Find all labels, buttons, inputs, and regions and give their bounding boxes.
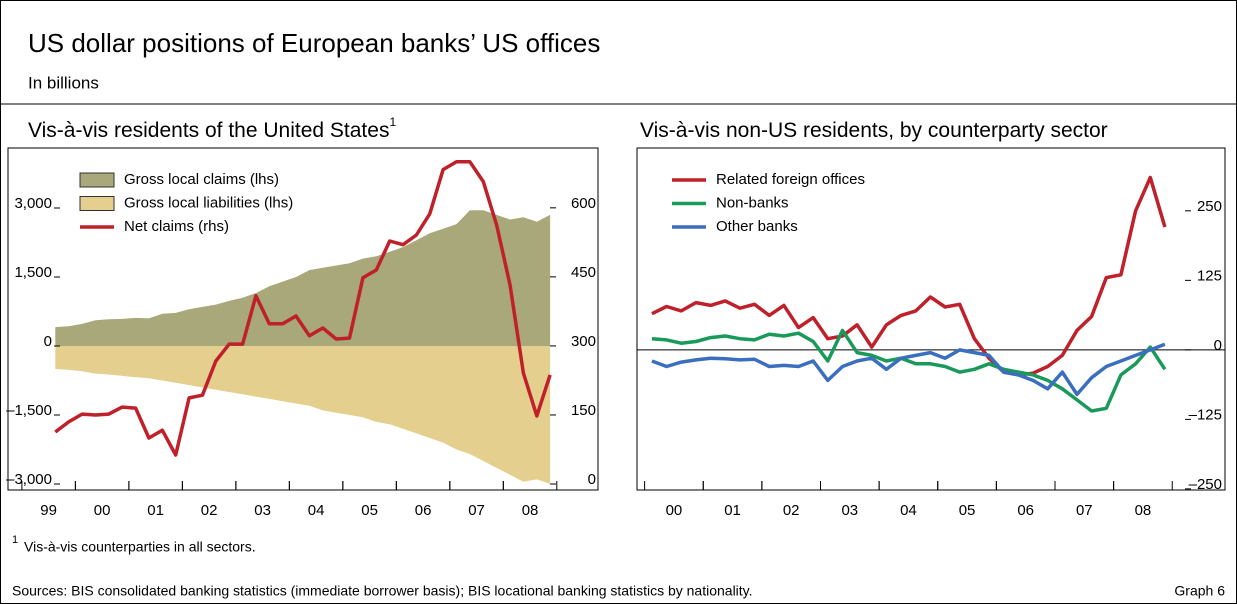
series-line xyxy=(651,175,1167,377)
legend-label: Related foreign offices xyxy=(716,171,865,188)
y-tick-label: 250 xyxy=(1197,198,1222,215)
x-tick-label: 00 xyxy=(666,502,683,519)
x-tick-label: 08 xyxy=(1135,502,1152,519)
y-tick-label: –1,500 xyxy=(6,402,52,419)
plot-frame xyxy=(7,147,599,491)
series-layer xyxy=(637,175,1225,413)
series-line xyxy=(54,160,552,457)
y-tick-label: 0 xyxy=(1214,337,1222,354)
series-area xyxy=(55,210,551,346)
y2-tick-label: 600 xyxy=(571,195,596,212)
x-tick-label: 00 xyxy=(94,502,111,519)
y-tick-label: 0 xyxy=(44,333,52,350)
x-tick-label: 99 xyxy=(40,502,57,519)
x-tick-label: 04 xyxy=(900,502,917,519)
x-tick-label: 07 xyxy=(468,502,485,519)
y-tick-label: –125 xyxy=(1189,406,1222,423)
panel-title: Vis-à-vis non-US residents, by counterpa… xyxy=(640,119,1108,142)
x-tick-label: 02 xyxy=(783,502,800,519)
y-tick-label: –3,000 xyxy=(6,471,52,488)
series-line xyxy=(651,342,1166,397)
series-layer xyxy=(54,160,552,484)
x-tick-label: 01 xyxy=(147,502,164,519)
sources: Sources: BIS consolidated banking statis… xyxy=(12,583,753,599)
legend-label: Non-banks xyxy=(716,194,789,211)
y-tick-label: –250 xyxy=(1189,476,1222,493)
x-tick-label: 05 xyxy=(959,502,976,519)
y-tick-label: 3,000 xyxy=(14,195,52,212)
series-area xyxy=(55,346,551,484)
plot-frame xyxy=(636,147,1226,491)
y2-tick-label: 150 xyxy=(571,402,596,419)
x-tick-label: 02 xyxy=(201,502,218,519)
panel-title: Vis-à-vis residents of the United States… xyxy=(28,115,396,141)
footnote-mark: 1 xyxy=(12,534,18,546)
legend-swatch xyxy=(79,172,115,188)
legend-label: Gross local liabilities (lhs) xyxy=(124,194,293,211)
x-tick-label: 04 xyxy=(308,502,325,519)
page-title: US dollar positions of European banks’ U… xyxy=(28,28,600,58)
x-tick-label: 03 xyxy=(254,502,271,519)
y2-tick-label: 0 xyxy=(588,471,596,488)
graph-number: Graph 6 xyxy=(1174,583,1225,599)
panel-title-text: Vis-à-vis non-US residents, by counterpa… xyxy=(640,119,1108,142)
x-tick-label: 07 xyxy=(1076,502,1093,519)
panel-title-note: 1 xyxy=(389,115,396,129)
legend-swatch xyxy=(79,196,115,211)
x-tick-label: 03 xyxy=(841,502,858,519)
x-tick-label: 05 xyxy=(361,502,378,519)
x-tick-label: 06 xyxy=(415,502,432,519)
y2-tick-label: 450 xyxy=(571,264,596,281)
page-subtitle: In billions xyxy=(28,73,99,92)
y2-tick-label: 300 xyxy=(571,333,596,350)
legend-label: Gross local claims (lhs) xyxy=(124,171,279,188)
legend-label: Net claims (rhs) xyxy=(124,218,229,235)
y-tick-label: 1,500 xyxy=(14,264,52,281)
x-tick-label: 06 xyxy=(1017,502,1034,519)
series-line xyxy=(651,328,1167,413)
footnote: Vis-à-vis counterparties in all sectors. xyxy=(24,539,256,555)
panel-title-text: Vis-à-vis residents of the United States xyxy=(28,119,389,142)
legend-label: Other banks xyxy=(716,218,798,235)
x-tick-label: 08 xyxy=(522,502,539,519)
y-tick-label: 125 xyxy=(1197,267,1222,284)
x-tick-label: 01 xyxy=(724,502,741,519)
